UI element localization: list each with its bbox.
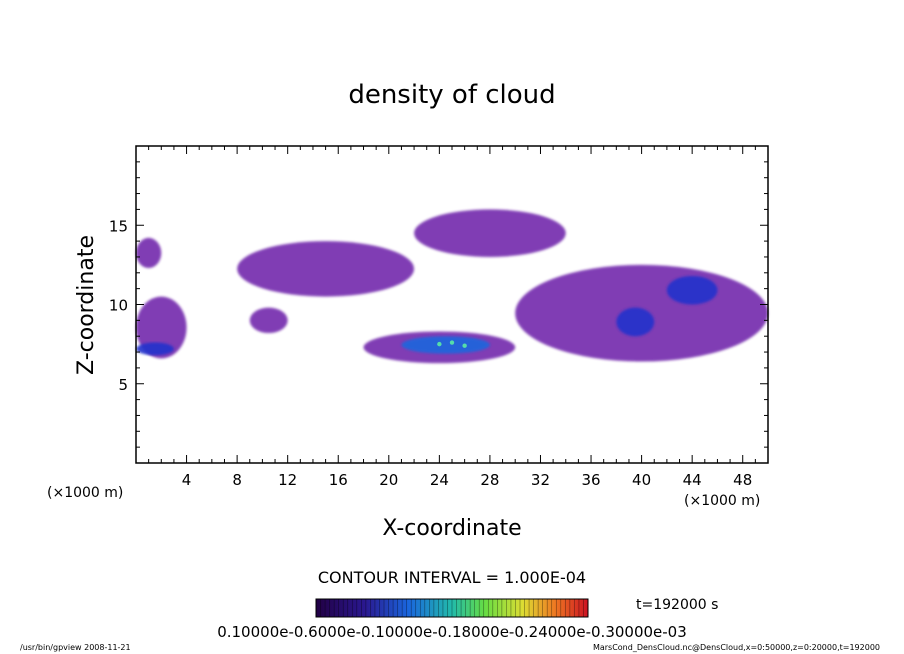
x-axis-ticks: 4 8 12 16 20 24 28 32 36 40 44 48: [148, 146, 756, 489]
y-axis-ticks: 5 10 15: [109, 161, 768, 448]
cloud-field: [136, 209, 768, 364]
x-tick-label: 4: [182, 471, 192, 489]
cloud-core-point: [462, 343, 467, 348]
cloud-region: [237, 241, 415, 297]
footer-left: /usr/bin/gpview 2008-11-21: [20, 643, 131, 652]
cloud-region: [414, 209, 566, 257]
x-tick-label: 16: [329, 471, 348, 489]
y-axis-label: Z-coordinate: [74, 235, 99, 375]
x-unit-right: (×1000 m): [684, 493, 760, 509]
x-tick-label: 40: [632, 471, 651, 489]
cloud-core-point: [437, 341, 442, 347]
cloud-core-point: [449, 340, 455, 345]
y-tick-label: 5: [118, 376, 128, 394]
y-tick-label: 10: [109, 297, 128, 315]
cloud-region: [401, 336, 490, 354]
time-label: t=192000 s: [636, 597, 718, 613]
footer-right: MarsCond_DensCloud.nc@DensCloud,x=0:5000…: [593, 643, 880, 652]
x-tick-label: 8: [232, 471, 242, 489]
colorbar-levels: [320, 599, 584, 617]
colorbar-labels: 0.10000e-0.6000e-0.10000e-0.18000e-0.240…: [217, 623, 687, 641]
x-tick-label: 24: [430, 471, 449, 489]
cloud-region: [616, 307, 655, 337]
x-tick-label: 28: [480, 471, 499, 489]
chart-title: density of cloud: [348, 80, 555, 110]
y-tick-label: 15: [109, 217, 128, 235]
x-tick-label: 48: [733, 471, 752, 489]
x-tick-label: 20: [379, 471, 398, 489]
x-tick-label: 32: [531, 471, 550, 489]
cloud-region: [136, 342, 174, 356]
x-axis-label: X-coordinate: [382, 516, 521, 541]
x-tick-label: 12: [278, 471, 297, 489]
cloud-region: [666, 275, 718, 305]
x-tick-label: 44: [683, 471, 702, 489]
contour-interval: CONTOUR INTERVAL = 1.000E-04: [318, 568, 586, 587]
cloud-region: [249, 307, 288, 334]
cloud-region: [136, 237, 162, 269]
x-tick-label: 36: [581, 471, 600, 489]
x-unit-left: (×1000 m): [47, 485, 123, 501]
